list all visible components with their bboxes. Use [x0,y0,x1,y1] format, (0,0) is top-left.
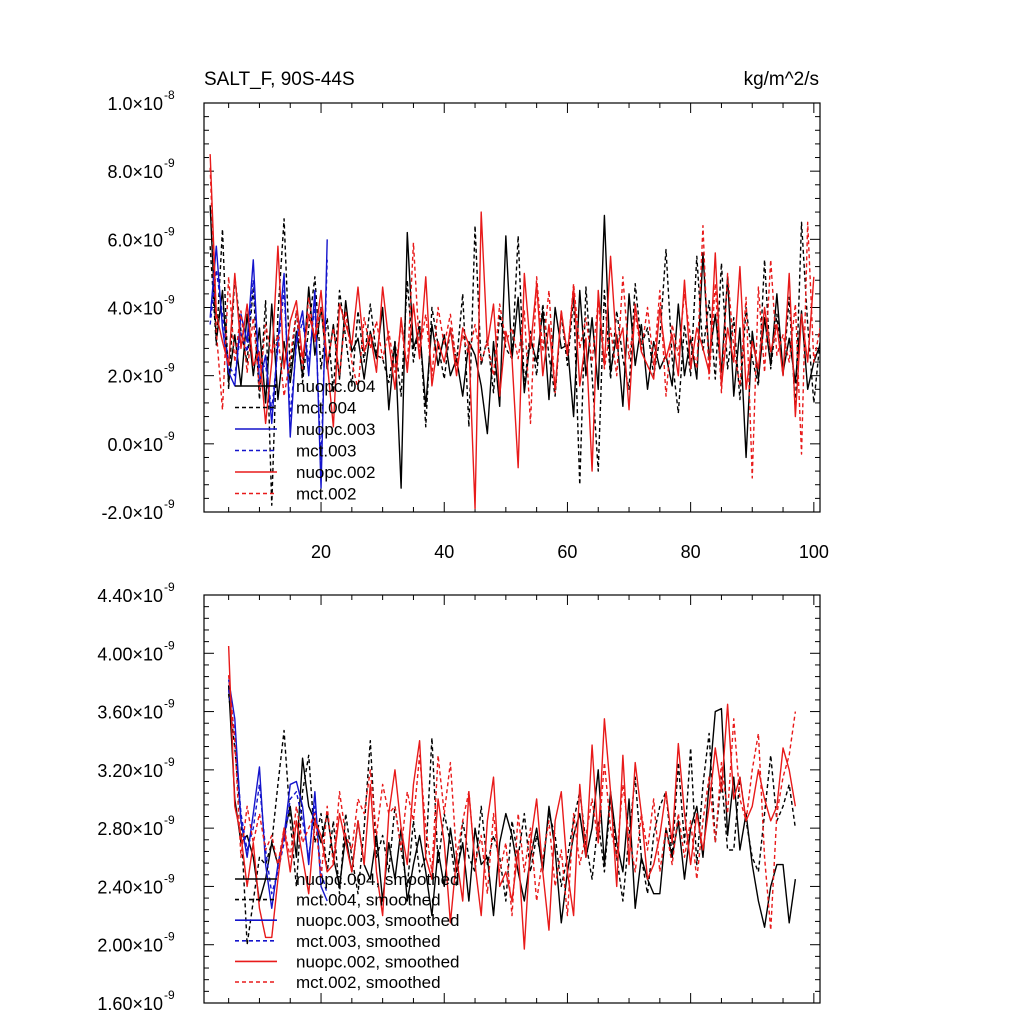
y-tick-exponent: -9 [164,697,175,711]
y-tick-label: 4.0×10 [107,299,163,319]
y-tick-exponent: -9 [164,930,175,944]
y-tick-exponent: -9 [164,497,175,511]
x-tick-label: 40 [434,542,454,562]
y-tick-exponent: -9 [164,638,175,652]
bottom-chart-panel: 1.60×10 -92.00×10 -92.40×10 -92.80×10 -93.20… [97,580,821,1014]
top-chart-panel: 20 40 60 80 100-2.0×10 -90.0×10 -92.0×10 -94.0×… [101,88,828,562]
legend-label: mct.004, smoothed [296,891,441,910]
y-tick-label: 8.0×10 [107,162,163,182]
legend-label: nuopc.004 [296,377,375,396]
y-tick-exponent: -9 [164,293,175,307]
legend-label: mct.003, smoothed [296,932,441,951]
series-line-mct-004-smoothed [227,694,797,946]
x-tick-label: 100 [799,542,829,562]
y-tick-exponent: -9 [164,156,175,170]
y-tick-exponent: -9 [164,755,175,769]
legend-label: mct.002 [296,485,356,504]
units-label: kg/m^2/s [744,69,819,90]
y-tick-label: 3.20×10 [97,761,163,781]
y-tick-label: 2.00×10 [97,936,163,956]
plot-frame [203,594,821,1004]
y-tick-label: 2.0×10 [107,367,163,387]
x-tick-label: 60 [557,542,577,562]
y-tick-label: 2.80×10 [97,819,163,839]
y-tick-exponent: -9 [164,871,175,885]
y-tick-label: 0.0×10 [107,435,163,455]
y-tick-label: 2.40×10 [97,877,163,897]
legend-label: nuopc.003, smoothed [296,911,460,930]
series-line-nuopc-002 [209,154,815,510]
y-tick-exponent: -9 [164,429,175,443]
y-tick-exponent: -9 [164,813,175,827]
y-tick-exponent: -8 [164,88,175,102]
legend-label: mct.002, smoothed [296,973,441,992]
y-tick-exponent: -9 [164,580,175,594]
legend: nuopc.004 mct.004 nuopc.003 mct.003 nuopc.00… [235,377,375,504]
series-line-mct-002-smoothed [227,675,797,931]
series-line-mct-004 [209,218,820,506]
series-group [209,154,820,510]
y-tick-label: -2.0×10 [101,503,163,523]
chart-title: SALT_F, 90S-44S [204,69,355,90]
y-tick-exponent: -9 [164,224,175,238]
y-tick-label: 4.40×10 [97,586,163,606]
series-line-mct-003-smoothed [227,689,328,895]
legend-label: nuopc.004, smoothed [296,870,460,889]
y-tick-label: 4.00×10 [97,644,163,664]
legend-label: nuopc.003 [296,420,375,439]
y-tick-label: 6.0×10 [107,230,163,250]
y-tick-label: 3.60×10 [97,703,163,723]
legend-label: nuopc.002, smoothed [296,952,460,971]
series-group [227,645,797,950]
x-tick-label: 20 [311,542,331,562]
y-tick-exponent: -9 [164,988,175,1002]
legend-label: mct.003 [296,442,356,461]
legend-label: mct.004 [296,399,356,418]
y-tick-exponent: -9 [164,361,175,375]
y-tick-label: 1.0×10 [107,94,163,114]
x-tick-label: 80 [681,542,701,562]
y-tick-label: 1.60×10 [97,994,163,1014]
legend-label: nuopc.002 [296,463,375,482]
